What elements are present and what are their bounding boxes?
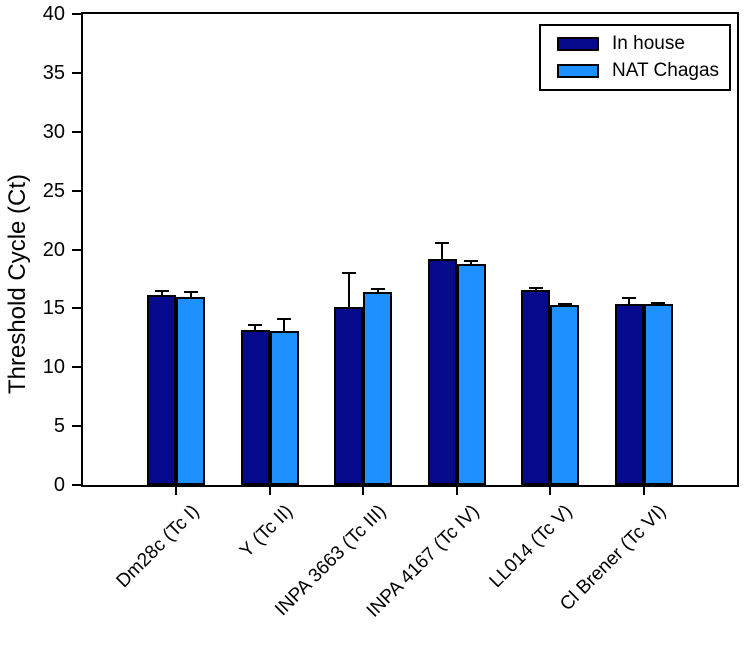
x-axis-tick [175,487,178,495]
y-axis-tick-label: 40 [42,3,65,25]
error-bar-cap [277,317,292,320]
y-axis-tick [72,425,81,428]
y-axis-tick [72,71,81,74]
legend-swatch-nat-chagas [557,64,599,78]
y-axis-tick [72,484,81,486]
bar-nat-chagas [363,291,393,485]
plot-area: 0 5 10 15 20 25 30 35 40 Dm28c (Tc I) Y (Tc II) INP… [43,3,739,622]
error-bar-cap [248,323,263,326]
y-axis-tick-label: 35 [42,61,65,84]
error-bar [470,259,473,264]
error-bar-cap [622,296,637,299]
error-bar-cap [341,271,356,274]
bar-in-house [334,307,364,485]
bar-in-house [240,329,270,485]
error-bar [628,296,631,304]
x-axis-tick [268,487,271,495]
error-bar-cap [464,259,479,262]
legend-item-in-house: In house [557,33,729,55]
error-bar [160,289,163,296]
y-axis-tick [72,130,81,133]
y-axis-tick [72,189,81,192]
error-bar-cap [435,242,450,245]
y-axis-tick [72,307,81,310]
x-axis-tick-label: Dm28c (Tc I) [112,501,204,592]
error-bar [254,323,257,330]
x-axis-tick [455,487,458,495]
error-bar [189,291,192,297]
bar-nat-chagas [550,304,580,485]
y-axis-tick [72,366,81,369]
x-axis-tick-label: LL014 (Tc V) [485,501,578,593]
legend-label-in-house: In house [612,33,685,54]
error-bar-cap [183,291,198,294]
x-axis-tick [549,487,552,495]
x-axis-tick-label: Y (Tc II) [235,501,297,562]
error-bar-cap [528,287,543,290]
y-axis-tick-label: 20 [42,238,65,261]
error-bar-cap [154,289,169,292]
x-axis-tick [642,487,645,495]
y-axis-tick-label: 30 [42,120,65,143]
bar-in-house [614,303,644,485]
bar-nat-chagas [176,296,206,485]
bar-in-house [521,289,551,485]
legend-item-nat-chagas: NAT Chagas [557,60,729,82]
y-axis-tick-label: 25 [42,179,65,202]
y-axis-tick [72,248,81,251]
y-axis-tick-label: 5 [53,415,65,438]
bar-in-house [427,258,457,485]
error-bar [347,271,350,308]
legend: In house NAT Chagas [539,24,731,91]
error-bar [283,317,286,331]
x-axis-tick [362,487,365,495]
legend-label-nat-chagas: NAT Chagas [612,60,720,81]
legend-swatch-in-house [557,37,599,51]
bar-nat-chagas [269,330,299,485]
y-axis-tick [72,13,81,15]
error-bar-cap [557,303,572,306]
error-bar [441,242,444,259]
y-axis-tick-label: 15 [42,297,65,320]
error-bar-cap [651,302,666,305]
y-axis-tick-label: 0 [53,474,65,496]
y-axis-label: Threshold Cycle (Ct) [4,173,31,395]
bar-in-house [147,295,177,485]
error-bar-cap [370,288,385,291]
bar-nat-chagas [643,303,673,485]
y-axis-tick-label: 10 [42,356,65,379]
bar-nat-chagas [456,263,486,485]
